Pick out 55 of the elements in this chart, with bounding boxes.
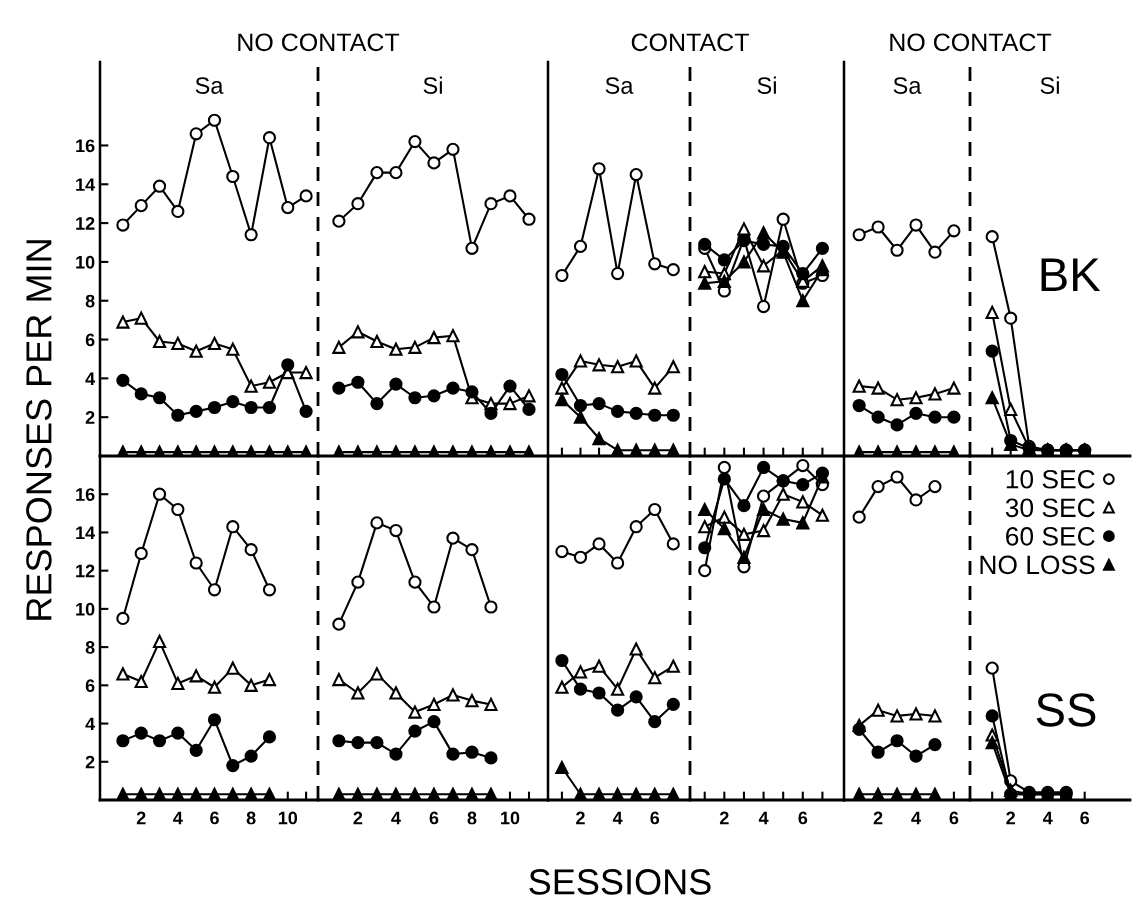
x-tick-label: 10: [501, 811, 520, 825]
x-tick-label: 8: [467, 811, 477, 825]
x-tick-label: 2: [136, 811, 146, 825]
x-tick-label: 6: [949, 811, 959, 825]
legend-label: 60 SEC: [1006, 527, 1095, 546]
y-tick-label: 6: [85, 333, 95, 347]
chart-title: NO CONTACT: [238, 33, 400, 52]
x-tick-label: 8: [246, 811, 256, 825]
x-tick-label: 2: [353, 811, 363, 825]
y-tick-label: 12: [76, 217, 95, 230]
x-tick-label: 6: [650, 811, 660, 825]
y-tick-label: 16: [76, 139, 95, 153]
chart-subtitle: Si: [423, 76, 442, 94]
x-tick-label: 4: [911, 811, 921, 825]
y-tick-label: 10: [76, 255, 95, 269]
x-tick-label: 4: [173, 811, 183, 825]
chart-title: CONTACT: [631, 33, 749, 52]
chart-subtitle: Sa: [893, 77, 922, 94]
x-tick-label: 2: [719, 811, 729, 825]
x-tick-label: 10: [278, 811, 298, 825]
legend-label: NO LOSS: [980, 555, 1095, 575]
y-tick-label: 4: [85, 372, 96, 385]
chart-subtitle: Sa: [605, 77, 634, 94]
y-tick-label: 10: [76, 602, 95, 616]
y-tick-label: 6: [85, 679, 95, 693]
x-tick-label: 2: [1006, 811, 1015, 825]
x-tick-label: 4: [391, 811, 401, 825]
x-tick-label: 2: [873, 811, 883, 825]
chart-subtitle: Sa: [195, 77, 224, 94]
x-tick-label: 6: [429, 811, 439, 825]
y-axis-title: RESPONSES PER MIN: [26, 240, 52, 620]
y-tick-label: 12: [76, 564, 95, 578]
x-tick-label: 6: [798, 811, 808, 825]
y-tick-label: 16: [76, 488, 95, 501]
chart-subtitle: Si: [1040, 76, 1059, 94]
legend-label: 10 SEC: [1006, 469, 1095, 489]
y-tick-label: 2: [85, 755, 95, 769]
y-tick-label: 14: [76, 178, 96, 191]
y-tick-label: 2: [85, 411, 95, 424]
annotation: BK: [1041, 258, 1101, 291]
chart-title: NO CONTACT: [890, 33, 1052, 52]
y-tick-label: 14: [76, 526, 96, 539]
y-tick-label: 8: [85, 294, 95, 308]
y-tick-label: 8: [85, 641, 95, 654]
x-tick-label: 6: [210, 811, 219, 825]
annotation: SS: [1036, 693, 1096, 727]
legend-label: 30 SEC: [1005, 498, 1095, 518]
x-tick-label: 4: [1042, 811, 1053, 825]
x-tick-label: 4: [758, 811, 769, 825]
x-tick-label: 6: [1080, 811, 1090, 825]
x-axis-title: SESSIONS: [529, 869, 711, 895]
y-tick-label: 4: [85, 717, 96, 731]
chart-subtitle: Si: [757, 76, 776, 94]
x-tick-label: 4: [612, 811, 623, 825]
x-tick-label: 2: [576, 811, 585, 825]
